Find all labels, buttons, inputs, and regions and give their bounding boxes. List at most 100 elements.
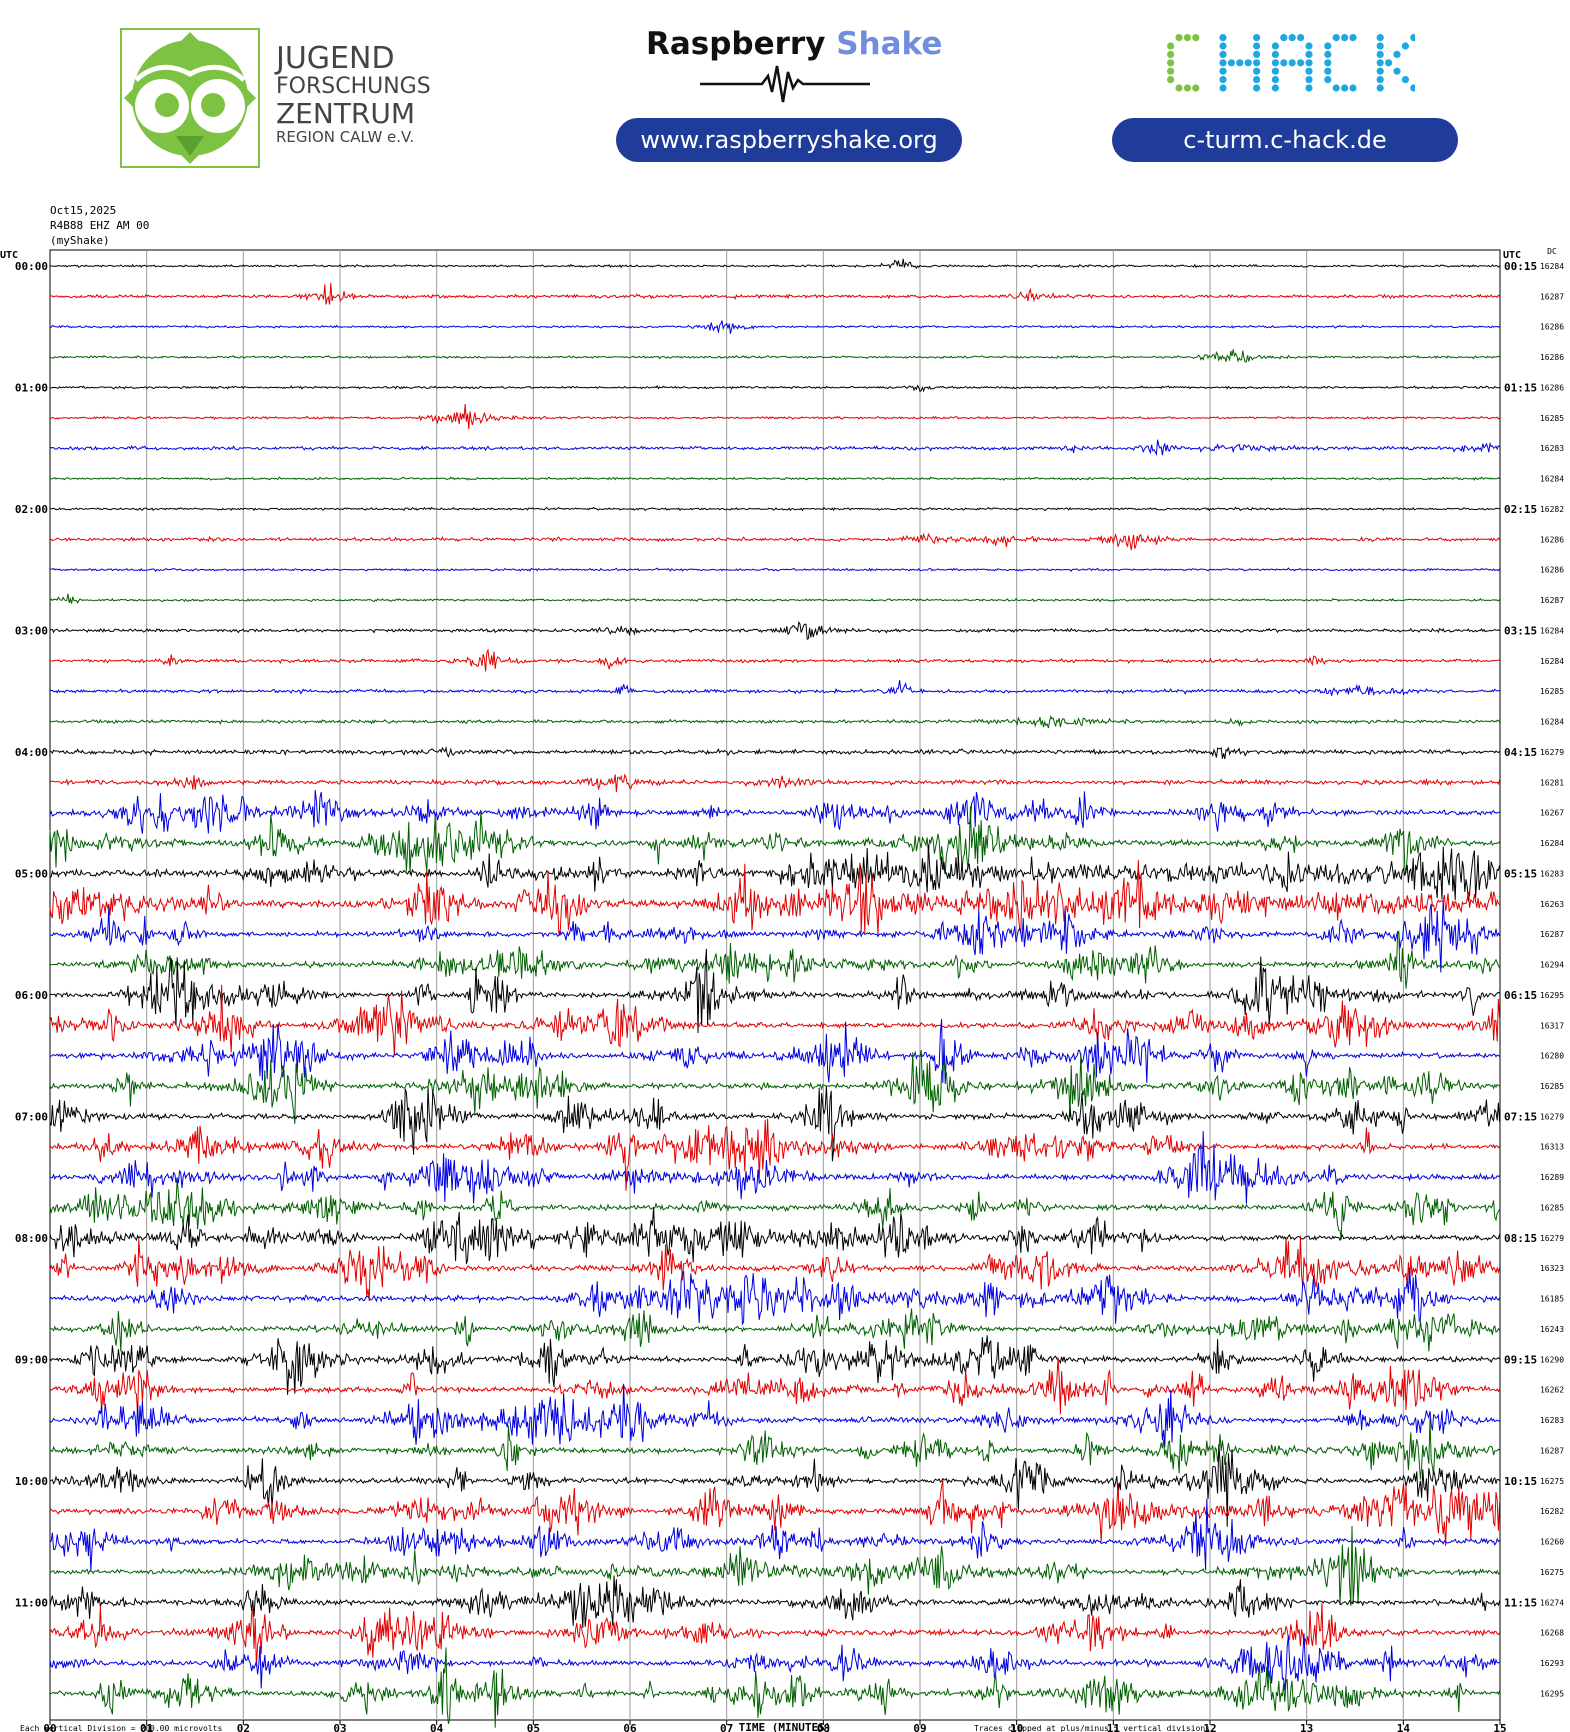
seismic-trace-line — [49, 1267, 1501, 1326]
chack-logo-dot — [1236, 59, 1244, 67]
x-tick-label: 03 — [333, 1722, 346, 1732]
dc-value-label: 16283 — [1540, 869, 1564, 878]
chack-logo-dot — [1175, 84, 1183, 92]
seismic-trace-line — [49, 773, 1501, 792]
seismic-trace-line — [49, 349, 1500, 363]
seismic-trace-line — [49, 1131, 1500, 1204]
chack-logo-dot — [1192, 84, 1200, 92]
chack-logo-dot — [1332, 34, 1340, 42]
seismic-trace-line — [49, 258, 1500, 270]
x-tick-label: 09 — [913, 1722, 926, 1732]
dc-header-label: DC — [1547, 247, 1557, 256]
dc-value-label: 16279 — [1540, 748, 1564, 757]
dc-value-label: 16284 — [1540, 626, 1564, 635]
seismic-trace-line — [49, 984, 1501, 1056]
left-hour-label: 02:00 — [15, 503, 48, 516]
dc-value-label: 16286 — [1540, 353, 1564, 362]
left-hour-label: 10:00 — [15, 1475, 48, 1488]
dc-value-label: 16287 — [1540, 1446, 1564, 1455]
jfz-line4: REGION CALW e.V. — [276, 128, 415, 146]
dc-value-label: 16263 — [1540, 900, 1564, 909]
dc-value-label: 16295 — [1540, 991, 1564, 1000]
chack-logo-dot — [1410, 34, 1415, 42]
seismic-trace-line — [49, 384, 1500, 393]
chack-logo-dot — [1253, 34, 1261, 42]
chack-logo-dot — [1305, 67, 1313, 75]
chack-logo-dot — [1305, 42, 1313, 50]
dc-value-label: 16290 — [1540, 1355, 1564, 1364]
dc-value-label: 16284 — [1540, 475, 1564, 484]
chack-logo-dot — [1219, 67, 1227, 75]
seismic-trace-line — [49, 1118, 1500, 1191]
left-hour-label: 00:00 — [15, 260, 48, 273]
chack-logo-dot — [1305, 59, 1313, 67]
right-hour-label: 03:15 — [1504, 624, 1537, 637]
dc-value-label: 16280 — [1540, 1052, 1564, 1061]
chack-url-link[interactable]: c-turm.c-hack.de — [1112, 118, 1458, 162]
seismic-trace-line — [49, 1177, 1501, 1240]
seismic-trace-line — [49, 805, 1500, 875]
seismic-wave-icon — [700, 65, 870, 103]
dc-value-label: 16282 — [1540, 505, 1564, 514]
chack-logo-dot — [1376, 59, 1384, 67]
chack-logo-dot — [1324, 42, 1332, 50]
seismic-trace-line — [49, 1308, 1500, 1352]
x-tick-label: 06 — [623, 1722, 637, 1732]
right-hour-label: 02:15 — [1504, 503, 1537, 516]
chack-logo-dot — [1167, 50, 1175, 58]
chack-logo-dot — [1271, 59, 1279, 67]
left-hour-label: 09:00 — [15, 1353, 48, 1366]
chack-logo-dot — [1341, 34, 1349, 42]
seismic-trace-line — [49, 1085, 1501, 1162]
chack-logo-dot — [1271, 50, 1279, 58]
chack-logo-dot — [1376, 84, 1384, 92]
right-hour-label: 00:15 — [1504, 260, 1537, 273]
seismic-trace-line — [49, 1235, 1501, 1302]
seismic-trace-line — [49, 1480, 1501, 1547]
chack-logo-dot — [1376, 42, 1384, 50]
seismic-trace-line — [49, 506, 1500, 512]
chack-logo-dot — [1219, 42, 1227, 50]
dc-value-label: 16243 — [1540, 1325, 1564, 1334]
x-tick-label: 10 — [1010, 1722, 1023, 1732]
seismic-trace-line — [49, 680, 1500, 696]
chack-logo-dot — [1280, 34, 1288, 42]
x-tick-label: 11 — [1107, 1722, 1121, 1732]
raspberry-shake-title: Raspberry Shake — [646, 26, 942, 62]
jfz-owl-logo — [120, 28, 260, 168]
x-tick-label: 13 — [1300, 1722, 1313, 1732]
chack-logo-dot — [1288, 34, 1296, 42]
chack-logo-dot — [1253, 67, 1261, 75]
chack-logo-dot — [1305, 50, 1313, 58]
chack-logo-dot — [1376, 50, 1384, 58]
chack-logo-dot — [1253, 76, 1261, 84]
dc-value-label: 16281 — [1540, 778, 1564, 787]
jfz-line2: FORSCHUNGS — [276, 74, 431, 99]
seismic-trace-line — [49, 620, 1500, 640]
raspberry-shake-url-link[interactable]: www.raspberryshake.org — [616, 118, 962, 162]
seismic-trace-line — [49, 1207, 1501, 1264]
seismic-trace-line — [49, 1050, 1500, 1124]
chack-logo-dot — [1253, 84, 1261, 92]
chack-logo-dot — [1288, 59, 1296, 67]
seismic-trace-line — [49, 403, 1500, 430]
chack-logo-dot — [1219, 59, 1227, 67]
seismic-trace-line — [50, 930, 1501, 989]
chack-logo-dot — [1271, 42, 1279, 50]
left-hour-label: 06:00 — [15, 989, 48, 1002]
x-tick-label: 08 — [817, 1722, 830, 1732]
chack-logo-dot — [1376, 67, 1384, 75]
chack-logo-dot — [1167, 42, 1175, 50]
seismic-trace-line — [49, 860, 1500, 936]
dc-value-label: 16185 — [1540, 1295, 1564, 1304]
dc-value-label: 16282 — [1540, 1507, 1564, 1516]
chack-logo-dot — [1349, 34, 1357, 42]
right-hour-label: 07:15 — [1504, 1110, 1537, 1123]
seismic-trace-line — [49, 948, 1500, 1034]
jfz-line1: JUGEND — [276, 41, 395, 76]
seismic-trace-line — [49, 1019, 1500, 1084]
chack-logo-dot — [1324, 67, 1332, 75]
chack-logo-dot — [1385, 59, 1393, 67]
left-axis-label: UTC — [0, 250, 18, 261]
